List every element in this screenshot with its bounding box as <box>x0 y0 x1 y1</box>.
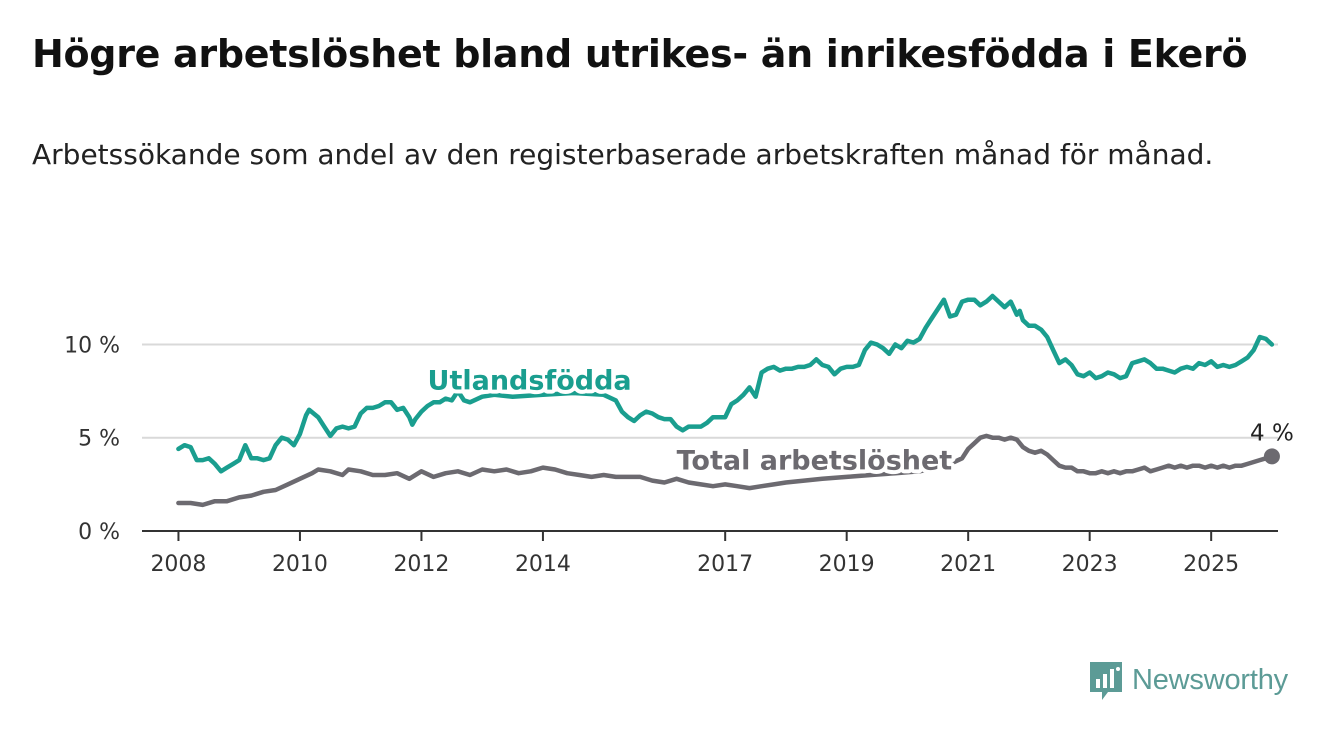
newsworthy-icon <box>1090 662 1122 700</box>
brand-logo[interactable]: Newsworthy <box>1088 658 1288 702</box>
y-tick-label: 5 % <box>78 427 120 452</box>
series-label-foreign: Utlandsfödda <box>428 365 632 396</box>
x-tick-label: 2019 <box>819 552 875 577</box>
series-line-foreign <box>176 293 1275 474</box>
y-tick-label: 0 % <box>78 520 120 545</box>
brand-name: Newsworthy <box>1132 663 1288 696</box>
total-endpoint-marker <box>1263 448 1280 465</box>
chart-title: Högre arbetslöshet bland utrikes- än inr… <box>32 32 1248 76</box>
x-tick-label: 2012 <box>393 552 449 577</box>
series-label-total: Total arbetslöshet <box>677 445 953 476</box>
y-tick-label: 10 % <box>64 333 120 358</box>
x-tick-label: 2014 <box>515 552 571 577</box>
chart-subtitle: Arbetssökande som andel av den registerb… <box>32 138 1214 171</box>
x-tick-label: 2017 <box>697 552 753 577</box>
x-tick-label: 2025 <box>1183 552 1239 577</box>
x-tick-label: 2008 <box>150 552 206 577</box>
total-endpoint-label: 4 % <box>1250 420 1294 446</box>
x-tick-label: 2010 <box>272 552 328 577</box>
series-line-total <box>176 433 1275 508</box>
x-tick-label: 2023 <box>1062 552 1118 577</box>
x-tick-label: 2021 <box>940 552 996 577</box>
